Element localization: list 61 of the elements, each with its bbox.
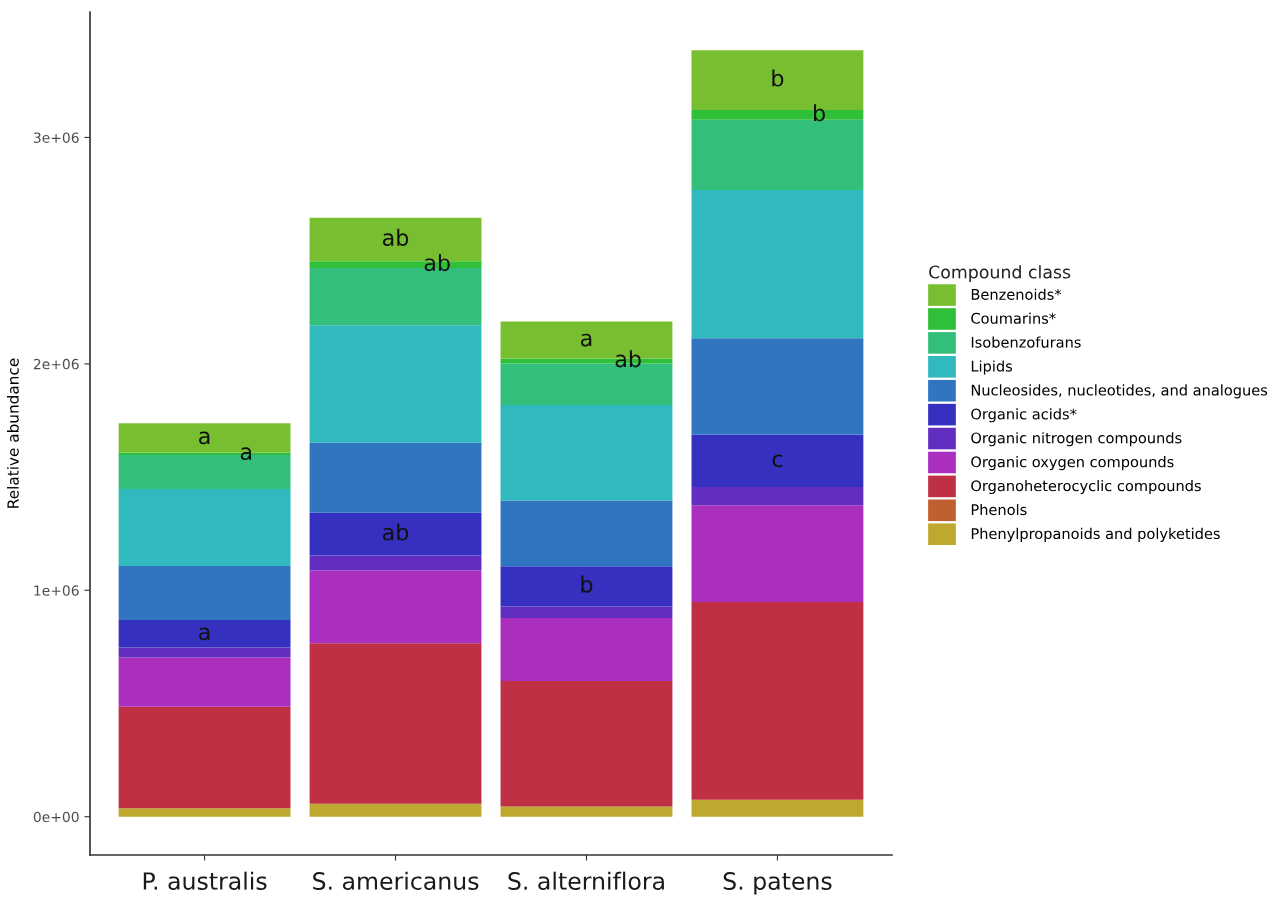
annotation: a <box>199 627 210 641</box>
annotation: a <box>240 447 252 461</box>
y-tick-label: 2e+06 <box>33 358 79 370</box>
legend-label: Coumarins* <box>971 312 1056 324</box>
x-tick-label: S. patens <box>723 872 832 895</box>
annotation: ab <box>615 350 641 368</box>
bar <box>309 442 482 513</box>
legend-label: Nucleosides, nucleotides, and analogues <box>971 384 1268 399</box>
bar <box>309 555 482 571</box>
legend-label: Phenols <box>971 503 1027 516</box>
bar <box>691 799 864 817</box>
bar <box>118 808 291 817</box>
bar <box>500 566 673 607</box>
y-tick-label: 3e+06 <box>33 132 79 143</box>
annotation: b <box>814 104 825 122</box>
x-tick-label: P. australis <box>143 871 267 890</box>
bar <box>691 189 864 339</box>
bar <box>691 602 864 800</box>
bar <box>309 643 482 804</box>
annotation: c <box>772 454 783 468</box>
annotation: a <box>581 333 592 347</box>
y-axis-title: Relative abundance <box>6 358 19 508</box>
bar <box>309 570 482 644</box>
bar <box>118 619 291 648</box>
bar <box>309 512 482 556</box>
bar <box>118 489 291 567</box>
bar <box>500 606 673 618</box>
annotation: ab <box>424 253 450 272</box>
bar <box>118 647 291 658</box>
x-tick-label: S. americanus <box>313 871 479 890</box>
annotation: b <box>772 69 784 87</box>
bar <box>500 680 673 807</box>
bar <box>691 505 864 603</box>
bar <box>118 566 291 620</box>
annotation: b <box>581 575 593 593</box>
bar <box>691 434 864 488</box>
legend-label: Lipids <box>971 360 1013 375</box>
bar <box>691 487 864 506</box>
bar <box>500 617 673 681</box>
y-tick-label: 0e+00 <box>33 811 79 823</box>
legend-label: Organic acids* <box>971 408 1077 423</box>
legend-label: Organoheterocyclic compounds <box>971 479 1201 495</box>
legend-label: Benzenoids* <box>971 288 1062 300</box>
legend-label: Phenylpropanoids and polyketides <box>971 527 1220 542</box>
annotation: ab <box>382 228 409 247</box>
legend-label: Isobenzofurans <box>971 336 1081 348</box>
bar <box>309 325 482 443</box>
bar <box>500 405 673 501</box>
bar <box>118 657 291 707</box>
bar <box>500 500 673 567</box>
bar <box>500 806 673 817</box>
annotation: a <box>199 431 210 445</box>
annotation: ab <box>382 523 409 541</box>
bar <box>118 706 291 809</box>
x-tick-label: S. alterniflora <box>508 871 664 890</box>
bar <box>309 803 482 817</box>
legend-label: Organic oxygen compounds <box>971 456 1174 471</box>
legend-label: Organic nitrogen compounds <box>971 432 1182 447</box>
legend-title: Compound class <box>929 265 1071 282</box>
y-tick-label: 1e+06 <box>34 585 79 596</box>
bar <box>691 338 864 435</box>
